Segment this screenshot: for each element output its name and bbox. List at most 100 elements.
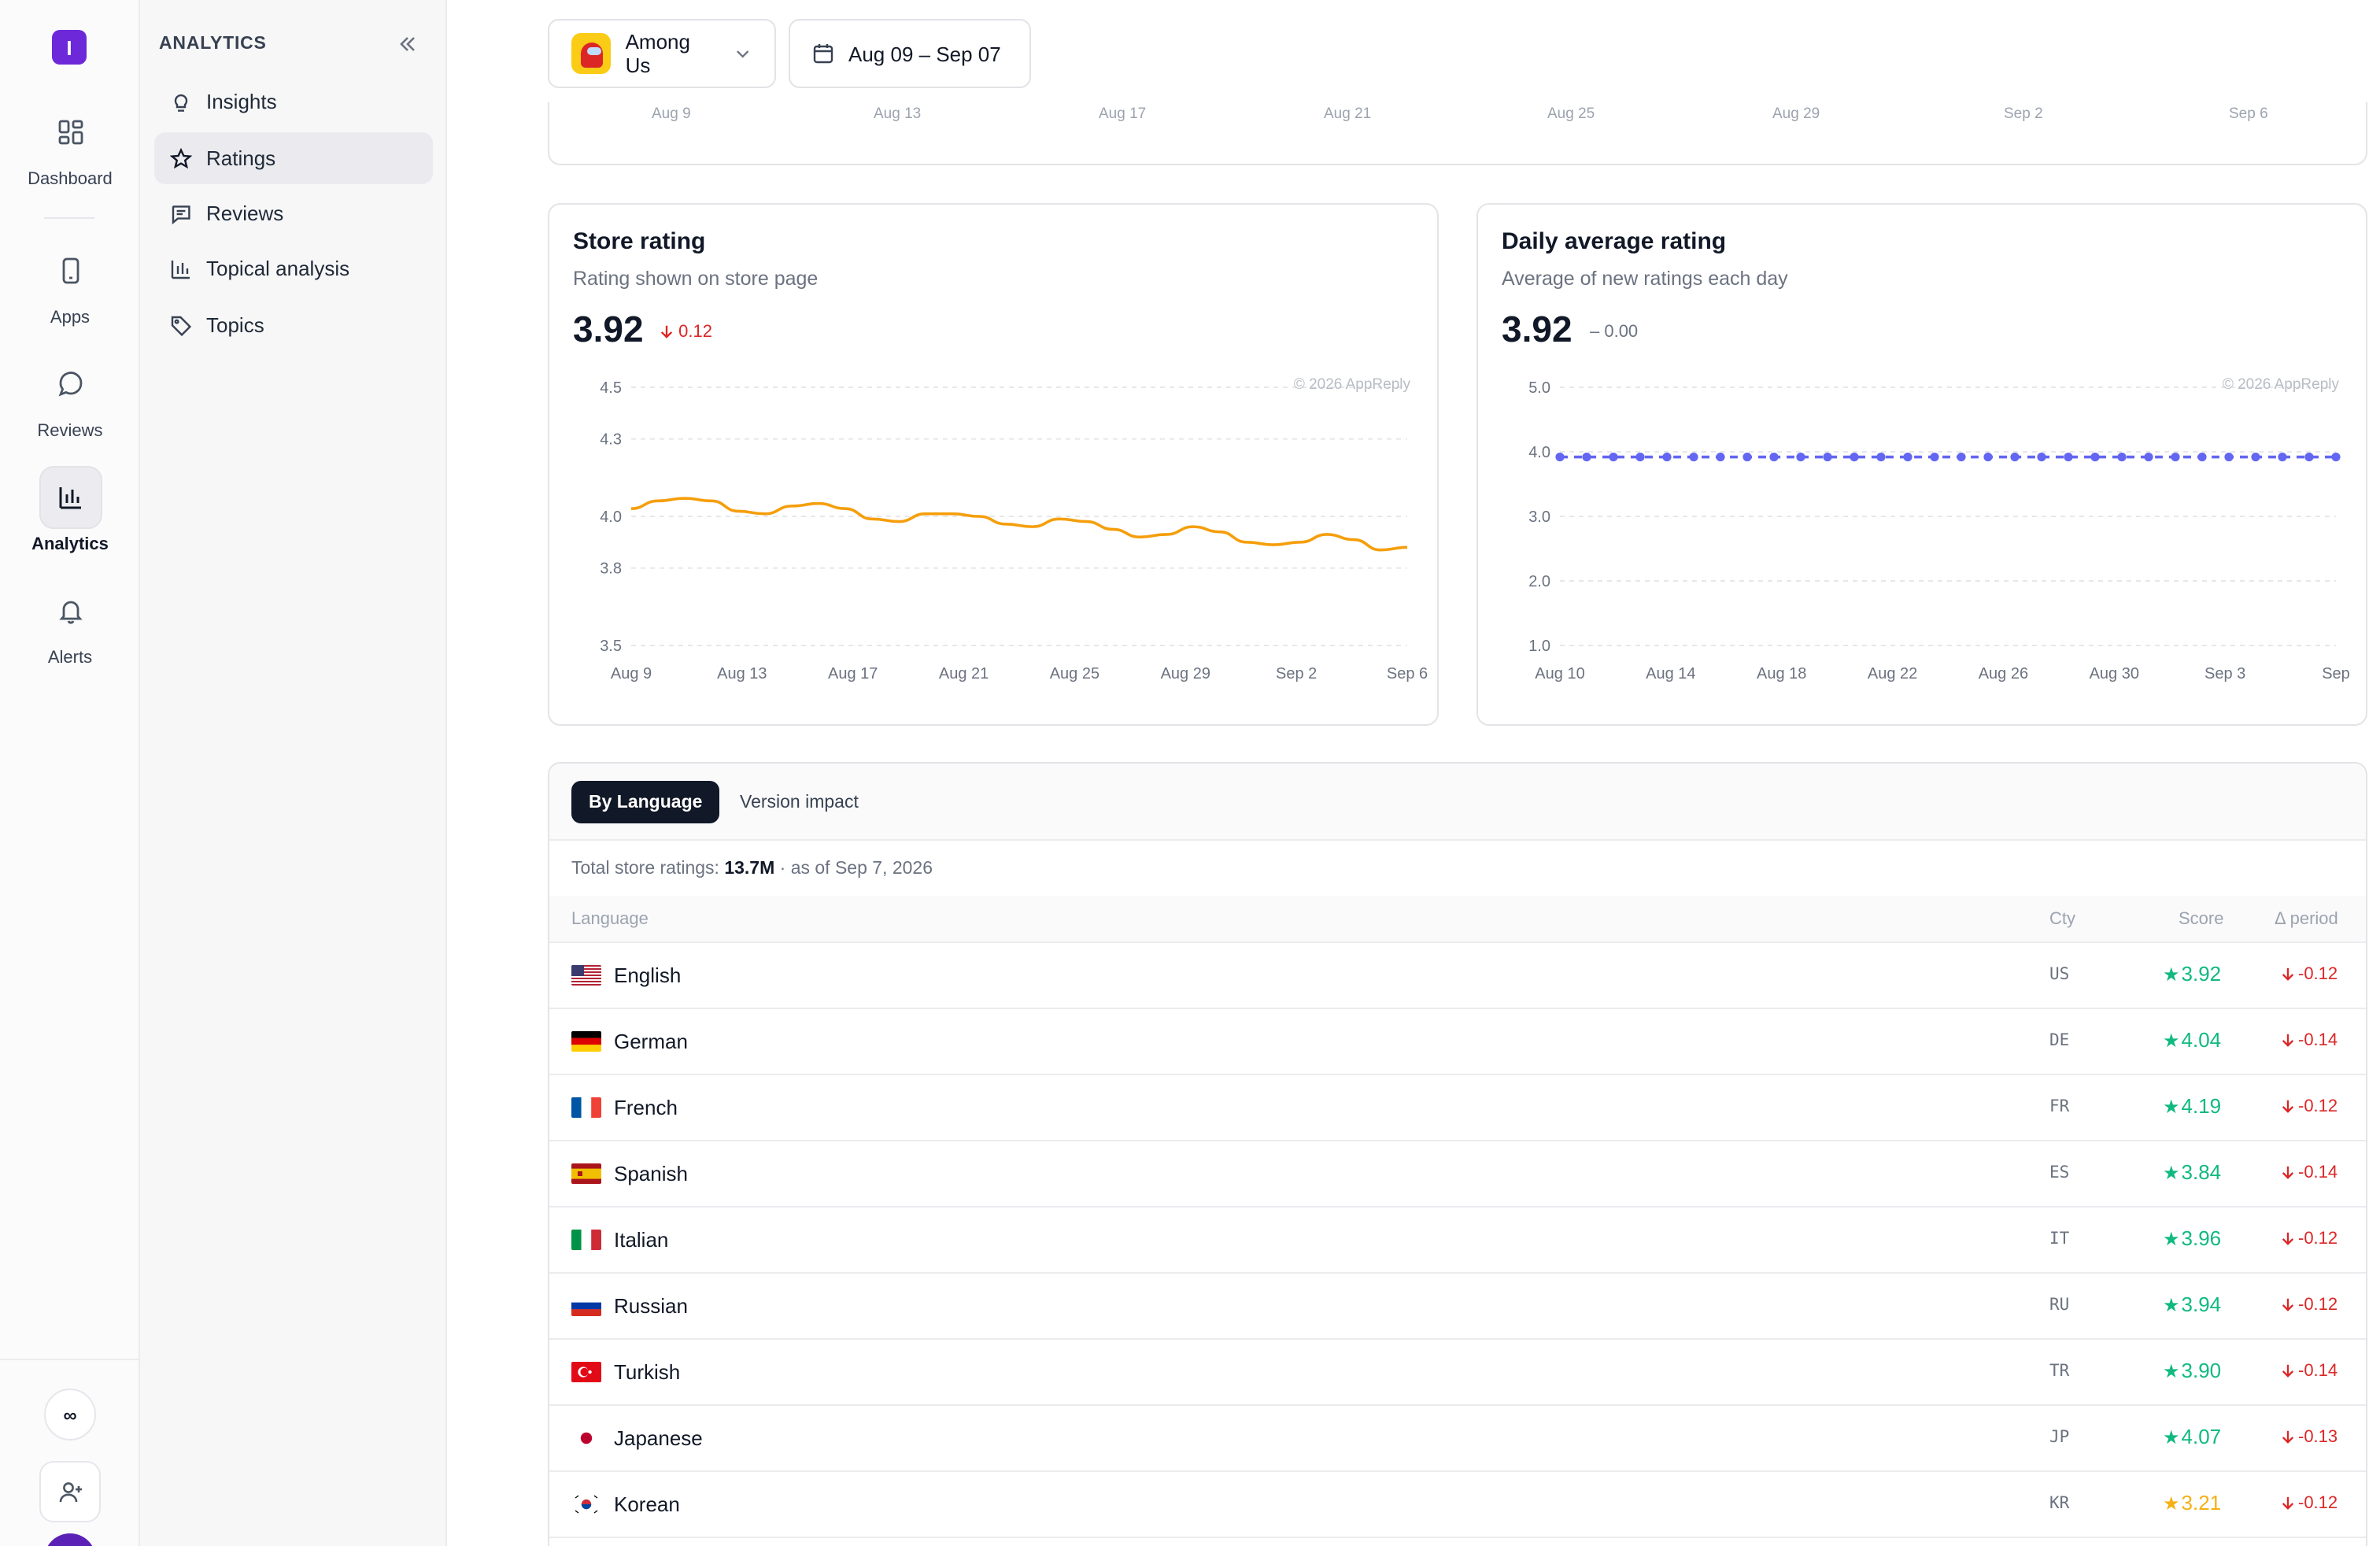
arrow-down-icon (2282, 967, 2294, 981)
table-row[interactable]: Korean KR ★ 3.21 -0.12 (549, 1472, 2366, 1538)
delta-number: -0.14 (2298, 1362, 2338, 1381)
collapse-sidebar-icon[interactable] (395, 31, 420, 57)
country-code: ES (2049, 1163, 2070, 1182)
data-point[interactable] (1689, 452, 1698, 462)
star-icon: ★ (2163, 1294, 2180, 1316)
axis-tick-label: Aug 21 (1324, 105, 1372, 123)
ratings-summary: Total store ratings: 13.7M · as of Sep 7… (571, 860, 933, 878)
header-score[interactable]: Score (2179, 910, 2224, 929)
y-tick-label: 4.0 (1528, 444, 1550, 461)
delta-number: -0.12 (2298, 1494, 2338, 1513)
sidebar-item-topical-analysis[interactable]: Topical analysis (154, 242, 433, 294)
data-point[interactable] (1983, 452, 1993, 462)
header-delta[interactable]: Δ period (2275, 910, 2338, 929)
rail-item-apps[interactable]: Apps (0, 239, 140, 327)
table-row[interactable]: German DE ★ 4.04 -0.14 (549, 1009, 2366, 1075)
data-point[interactable] (2331, 452, 2341, 462)
daily-average-chart: 5.0 4.0 3.0 2.0 1.0 © 2026 AppReply Aug 10 Aug … (1528, 376, 2350, 682)
tab-version-impact[interactable]: Version impact (740, 793, 859, 812)
app-selector[interactable]: Among Us (548, 19, 776, 88)
sidebar-item-ratings[interactable]: Ratings (154, 132, 433, 184)
tag-icon (171, 315, 192, 336)
arrow-down-icon (660, 325, 673, 338)
period-delta: -0.14 (2281, 1362, 2338, 1381)
infinity-button[interactable]: ∞ (44, 1389, 96, 1441)
data-point[interactable] (1823, 452, 1832, 462)
header-language[interactable]: Language (571, 910, 649, 929)
rail-item-reviews[interactable]: Reviews (0, 353, 140, 441)
summary-prefix: Total store ratings: (571, 860, 725, 878)
summary-total: 13.7M (724, 860, 775, 878)
data-point[interactable] (2010, 452, 2020, 462)
data-point[interactable] (1796, 452, 1805, 462)
sidebar-item-insights[interactable]: Insights (154, 76, 433, 128)
tab-by-language[interactable]: By Language (571, 781, 720, 823)
data-point[interactable] (2224, 452, 2234, 462)
data-point[interactable] (2037, 452, 2046, 462)
data-point[interactable] (2251, 452, 2260, 462)
rail-item-alerts[interactable]: Alerts (0, 579, 140, 668)
rail-item-analytics[interactable]: Analytics (0, 466, 140, 554)
data-point[interactable] (1743, 452, 1752, 462)
daily-average-card: Daily average rating Average of new rati… (1476, 203, 2367, 726)
invite-user-button[interactable] (39, 1461, 101, 1522)
main-content: Among Us Aug 09 – Sep 07 (447, 0, 2380, 1546)
message-circle-icon (39, 353, 102, 416)
table-row[interactable]: Spanish ES ★ 3.84 -0.14 (549, 1141, 2366, 1208)
table-row[interactable]: Italian IT ★ 3.96 -0.12 (549, 1208, 2366, 1274)
header-cty[interactable]: Cty (2049, 910, 2075, 929)
data-point[interactable] (1662, 452, 1672, 462)
data-point[interactable] (1769, 452, 1779, 462)
sidebar-item-topics[interactable]: Topics (154, 299, 433, 351)
language-name: Turkish (614, 1360, 681, 1384)
data-point[interactable] (1582, 452, 1591, 462)
rail-item-dashboard[interactable]: Dashboard (0, 101, 140, 189)
date-range-picker[interactable]: Aug 09 – Sep 07 (789, 19, 1031, 88)
table-row[interactable]: English US ★ 3.92 -0.12 (549, 943, 2366, 1009)
sidebar-item-label: Insights (206, 90, 277, 113)
period-delta: -0.14 (2281, 1031, 2338, 1050)
period-delta: -0.12 (2281, 1494, 2338, 1513)
country-code: KR (2049, 1494, 2070, 1513)
data-point[interactable] (2171, 452, 2180, 462)
data-point[interactable] (2197, 452, 2207, 462)
data-point[interactable] (1903, 452, 1913, 462)
data-point[interactable] (1716, 452, 1725, 462)
store-rating-chart: 4.5 4.3 4.0 3.8 3.5 © 2026 AppReply Aug 9 Aug 1… (600, 376, 1428, 682)
data-point[interactable] (1930, 452, 1939, 462)
data-point[interactable] (2064, 452, 2073, 462)
period-delta: -0.12 (2281, 1097, 2338, 1116)
table-row[interactable]: French FR ★ 4.19 -0.12 (549, 1075, 2366, 1141)
y-tick-label: 1.0 (1528, 638, 1550, 655)
data-point[interactable] (2117, 452, 2127, 462)
user-avatar[interactable]: J (44, 1533, 96, 1546)
series-line (630, 497, 1408, 552)
delta-number: -0.12 (2298, 1296, 2338, 1315)
star-icon (170, 147, 192, 168)
data-point[interactable] (2304, 452, 2314, 462)
data-point[interactable] (1609, 452, 1618, 462)
table-row[interactable]: Russian RU ★ 3.94 -0.12 (549, 1274, 2366, 1340)
data-point[interactable] (1635, 452, 1645, 462)
data-point[interactable] (1850, 452, 1859, 462)
data-point[interactable] (2144, 452, 2153, 462)
score-number: 3.84 (2181, 1160, 2222, 1184)
x-tick-label: Aug 25 (1050, 665, 1099, 682)
sidebar-item-reviews[interactable]: Reviews (154, 187, 433, 239)
data-point[interactable] (2278, 452, 2287, 462)
axis-tick-label: Aug 25 (1547, 105, 1595, 123)
data-point[interactable] (1555, 452, 1565, 462)
data-point[interactable] (1957, 452, 1966, 462)
workspace-logo[interactable]: I (52, 30, 87, 65)
table-row[interactable]: Turkish TR ★ 3.90 -0.14 (549, 1340, 2366, 1406)
score-value: ★ 4.04 (2163, 1028, 2221, 1052)
data-point[interactable] (1876, 452, 1886, 462)
chevron-down-icon (737, 50, 749, 58)
delta-number: -0.12 (2298, 1230, 2338, 1248)
table-row[interactable]: IndonesianID★3.83-0.17 (549, 1538, 2366, 1546)
period-delta: -0.12 (2281, 965, 2338, 984)
rail-label: Analytics (31, 535, 109, 554)
table-row[interactable]: Japanese JP ★ 4.07 -0.13 (549, 1406, 2366, 1472)
data-point[interactable] (2090, 452, 2100, 462)
flag-it-icon (571, 1230, 601, 1250)
